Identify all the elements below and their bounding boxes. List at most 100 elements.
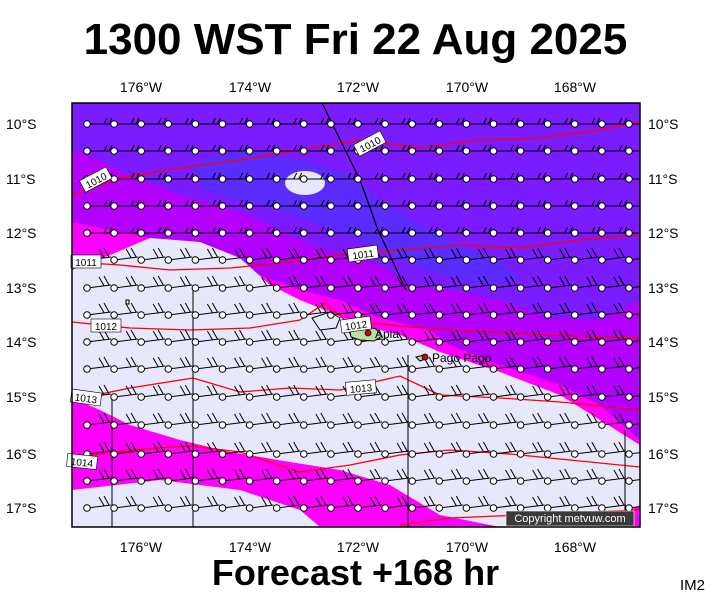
wind-barb xyxy=(245,117,276,128)
wind-barb xyxy=(543,441,572,458)
wind-barb xyxy=(625,393,640,401)
lat-tick-left: 10°S xyxy=(6,116,37,132)
wind-barb xyxy=(435,468,464,485)
wind-barb xyxy=(354,412,383,429)
wind-barb xyxy=(191,356,220,373)
wind-barb xyxy=(272,302,301,319)
wind-barb xyxy=(137,275,166,292)
wind-barb xyxy=(543,468,572,485)
wind-barb xyxy=(164,441,193,458)
wind-barb xyxy=(571,172,601,183)
wind-barb xyxy=(218,247,247,264)
wind-barb xyxy=(191,384,220,401)
lat-tick-right: 15°S xyxy=(648,389,679,405)
wind-barb xyxy=(516,117,547,128)
small-island xyxy=(125,299,130,305)
wind-barb xyxy=(489,384,518,401)
wind-barb xyxy=(598,199,628,210)
svg-text:1013: 1013 xyxy=(74,392,98,406)
lon-tick-top: 172°W xyxy=(336,79,380,95)
wind-barb xyxy=(245,144,276,155)
wind-barb xyxy=(408,495,437,512)
wind-barb xyxy=(625,256,640,264)
wind-barb xyxy=(191,226,221,237)
lat-tick-left: 17°S xyxy=(6,500,37,516)
wind-barb xyxy=(571,302,599,319)
lat-tick-left: 15°S xyxy=(6,389,37,405)
lon-tick-bottom: 176°W xyxy=(119,539,163,555)
wind-barb xyxy=(218,441,247,458)
wind-barb xyxy=(191,275,220,292)
wind-barb xyxy=(408,412,437,429)
lat-tick-right: 10°S xyxy=(648,116,679,132)
wind-barb xyxy=(272,495,301,512)
wind-barb xyxy=(571,117,601,128)
wind-barb xyxy=(381,199,411,210)
wind-barb xyxy=(83,412,112,429)
wind-barb xyxy=(327,495,355,512)
wind-barb xyxy=(462,356,491,373)
wind-barb xyxy=(164,356,193,373)
wind-barb xyxy=(435,302,464,319)
wind-barb xyxy=(625,120,640,128)
wind-barb xyxy=(462,226,492,237)
wind-barb xyxy=(218,356,247,373)
copyright-text: Copyright metvuw.com xyxy=(514,513,625,525)
wind-barb xyxy=(489,302,518,319)
wind-barb xyxy=(571,247,599,264)
wind-barb xyxy=(164,468,193,485)
wind-barb xyxy=(327,275,355,292)
wind-barb xyxy=(408,275,437,292)
wind-barb xyxy=(462,199,492,210)
wind-barb xyxy=(83,199,113,210)
svg-text:1012: 1012 xyxy=(344,319,368,333)
wind-barb xyxy=(462,117,492,128)
wind-barb xyxy=(381,302,410,319)
wind-barb xyxy=(137,495,166,512)
wind-barb xyxy=(598,302,626,319)
wind-barb xyxy=(164,302,193,319)
wind-barb xyxy=(462,247,491,264)
lon-tick-bottom: 170°W xyxy=(445,539,489,555)
wind-barb xyxy=(381,172,411,183)
wind-barb xyxy=(571,468,599,485)
wind-barb xyxy=(462,384,491,401)
light-wind-area-south xyxy=(72,480,320,527)
wind-barb xyxy=(489,495,518,512)
wind-barb xyxy=(110,275,139,292)
wind-barb xyxy=(300,384,328,401)
wind-barb xyxy=(300,329,328,346)
wind-barb xyxy=(516,384,545,401)
wind-barb xyxy=(245,468,274,485)
wind-barb xyxy=(218,117,248,128)
wind-barb xyxy=(408,199,438,210)
light-wind-patch xyxy=(285,171,325,195)
lat-tick-left: 14°S xyxy=(6,334,37,350)
wind-barb xyxy=(381,117,411,128)
wind-barb xyxy=(137,226,167,237)
lat-tick-left: 12°S xyxy=(6,225,37,241)
wind-barb xyxy=(300,412,328,429)
wind-barb xyxy=(191,144,221,155)
wind-barb xyxy=(300,226,330,237)
wind-barb xyxy=(462,468,491,485)
wind-barb xyxy=(598,329,626,346)
wind-barb xyxy=(489,247,518,264)
wind-barb xyxy=(435,412,464,429)
wind-barb xyxy=(571,412,599,429)
wind-barb xyxy=(300,468,328,485)
wind-barb xyxy=(543,302,572,319)
wind-barb xyxy=(137,247,166,264)
wind-barb xyxy=(300,495,328,512)
wind-barb xyxy=(408,329,437,346)
lon-tick-top: 176°W xyxy=(119,79,163,95)
wind-barb xyxy=(489,144,519,155)
wind-barb xyxy=(598,247,626,264)
wind-barb xyxy=(272,144,303,155)
lon-tick-top: 170°W xyxy=(445,79,489,95)
wind-barb xyxy=(435,495,464,512)
isobar-label: 1012 xyxy=(90,318,122,333)
wind-barb xyxy=(408,384,437,401)
wind-barb xyxy=(83,468,112,485)
